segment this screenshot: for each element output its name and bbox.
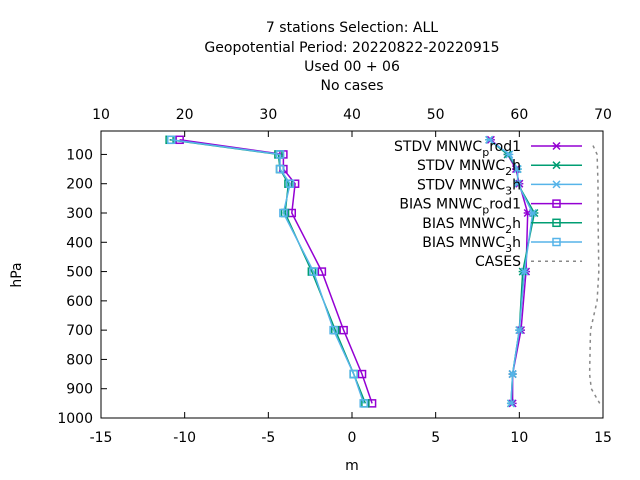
data-point-marker (528, 208, 537, 218)
data-point-marker (513, 165, 522, 174)
axes: -15 -10 -5 0 5 10 15 10 20 30 40 50 60 70 100 200 300 400… (57, 107, 612, 446)
data-point-marker (513, 179, 522, 188)
x-tick-label: -15 (90, 430, 113, 446)
x-tick-label: -5 (261, 430, 275, 446)
y-tick-label: 500 (66, 265, 93, 281)
data-point-marker (515, 326, 524, 335)
series-layer (165, 135, 601, 408)
series-line (179, 139, 373, 404)
x-tick-label: 0 (348, 430, 357, 446)
series-6 (588, 145, 601, 404)
x2-tick-label: 40 (343, 107, 361, 123)
y-tick-label: 800 (66, 352, 93, 368)
x-tick-label: -10 (173, 430, 196, 446)
y-axis-label: hPa (9, 262, 25, 287)
data-point-marker (505, 150, 514, 159)
legend-label: BIAS MNWCprod1 (399, 197, 521, 217)
y-tick-label: 100 (66, 147, 93, 163)
data-point-marker (552, 180, 561, 189)
data-point-marker (167, 135, 176, 145)
legend-label: BIAS MNWC2h (422, 216, 521, 236)
data-point-marker (275, 150, 285, 159)
x2-tick-label: 10 (92, 107, 110, 123)
data-point-marker (285, 179, 295, 188)
x2-tick-label: 70 (594, 107, 612, 123)
legend-entry: CASES (475, 254, 582, 270)
series-4 (165, 135, 370, 408)
legend-label: STDV MNWC2h (417, 158, 521, 178)
data-point-marker (357, 369, 367, 379)
x2-tick-label: 30 (259, 107, 277, 123)
title-line-2: Geopotential Period: 20220822-20220915 (204, 40, 499, 56)
legend-label: BIAS MNWC3h (422, 235, 521, 255)
legend-entry: BIAS MNWCprod1 (399, 197, 582, 217)
data-point-marker (552, 237, 561, 247)
data-point-marker (339, 325, 348, 335)
data-point-marker (485, 135, 494, 144)
x-tick-label: 15 (594, 430, 612, 446)
y-tick-label: 600 (66, 294, 93, 310)
x-tick-label: 10 (510, 430, 528, 446)
data-point-marker (275, 164, 285, 174)
series-5 (167, 135, 368, 408)
data-point-marker (508, 370, 517, 379)
series-line (171, 139, 365, 404)
data-point-marker (359, 399, 368, 408)
series-line (169, 139, 367, 404)
series-line (588, 145, 601, 404)
legend-entry: BIAS MNWC3h (422, 235, 582, 255)
x2-tick-label: 60 (510, 107, 528, 123)
legend-label: CASES (475, 254, 521, 270)
legend-label: STDV MNWC3h (417, 177, 521, 197)
title-line-4: No cases (321, 78, 384, 94)
legend-entry: STDV MNWCprod1 (394, 139, 582, 159)
y-tick-label: 900 (66, 382, 93, 398)
title-line-1: 7 stations Selection: ALL (266, 20, 438, 36)
data-point-marker (506, 399, 515, 408)
y-tick-label: 300 (66, 206, 93, 222)
data-point-marker (552, 218, 561, 228)
legend-label: STDV MNWCprod1 (394, 139, 521, 159)
x-tick-label: 5 (431, 430, 440, 446)
data-point-marker (329, 325, 338, 335)
chart-title: 7 stations Selection: ALL Geopotential P… (204, 20, 499, 94)
y-tick-label: 1000 (57, 411, 93, 427)
legend-entry: STDV MNWC3h (417, 177, 582, 197)
data-point-marker (552, 199, 561, 208)
series-2 (485, 135, 537, 408)
x2-tick-label: 20 (176, 107, 194, 123)
legend-entry: BIAS MNWC2h (422, 216, 582, 236)
data-point-marker (520, 267, 529, 276)
y-tick-label: 200 (66, 177, 93, 193)
data-point-marker (349, 369, 358, 379)
data-point-marker (317, 267, 327, 276)
x-axis-label: m (345, 458, 359, 474)
data-point-marker (552, 141, 561, 151)
y-tick-label: 700 (66, 323, 93, 339)
data-point-marker (279, 208, 288, 218)
data-point-marker (309, 267, 318, 276)
x2-tick-label: 50 (427, 107, 445, 123)
y-tick-label: 400 (66, 235, 93, 251)
series-3 (175, 135, 377, 408)
data-point-marker (552, 161, 561, 170)
legend-entry: STDV MNWC2h (417, 158, 582, 178)
title-line-3: Used 00 + 06 (304, 59, 400, 75)
